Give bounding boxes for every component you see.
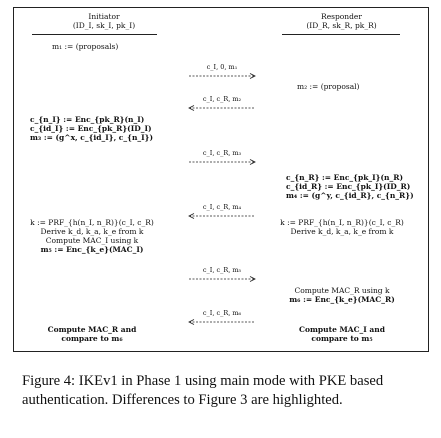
initiator-derive-line-3: Compute MAC_I using k	[45, 236, 139, 245]
m2-definition: m₂ := (proposal)	[297, 82, 360, 91]
arrow-head	[249, 159, 256, 165]
initiator-enc-line-1: c_{n_I} := Enc_{pk_R}(n_I)	[30, 115, 145, 124]
responder-enc-line-1: c_{n_R} := Enc_{pk_I}(n_R)	[286, 173, 404, 182]
figure-caption: Figure 4: IKEv1 in Phase 1 using main mo…	[22, 373, 384, 408]
message-1-arrow	[189, 73, 256, 79]
protocol-diagram-frame: Initiator (ID_I, sk_I, pk_I) Responder (…	[13, 7, 429, 352]
message-2-label: c_I, c_R, m₂	[202, 95, 242, 103]
responder-enc-line-2: c_{id_R} := Enc_{pk_I}(ID_R)	[286, 182, 411, 191]
arrow-head	[188, 213, 195, 219]
message-6-label: c_I, c_R, m₆	[202, 309, 242, 317]
message-3-label: c_I, c_R, m₃	[202, 149, 242, 157]
message-5-arrow	[189, 276, 256, 282]
message-5-label: c_I, c_R, m₅	[202, 266, 242, 274]
responder-identity: (ID_R, sk_R, pk_R)	[306, 21, 377, 30]
responder-derive-line-1: k := PRF_{h(n_I, n_R)}(c_I, c_R)	[280, 218, 404, 227]
message-3-arrow	[189, 159, 256, 165]
initiator-separator	[32, 34, 157, 35]
arrow-head	[188, 105, 195, 111]
initiator-enc-line-2: c_{id_I} := Enc_{pk_R}(ID_I)	[30, 124, 152, 133]
arrow-head	[188, 319, 195, 325]
initiator-final-line-1: Compute MAC_R and	[47, 325, 137, 334]
initiator-identity: (ID_I, sk_I, pk_I)	[72, 21, 136, 30]
initiator-derive-line-1: k := PRF_{h(n_I, n_R)}(c_I, c_R)	[30, 218, 154, 227]
responder-derive-line-2: Derive k_d, k_a, k_e from k	[290, 227, 394, 236]
message-4-label: c_I, c_R, m₄	[202, 203, 242, 211]
arrow-head	[249, 73, 256, 79]
initiator-heading: Initiator	[88, 12, 120, 21]
responder-mac-line-1: Compute MAC_R using k	[294, 286, 390, 295]
responder-final-line-2: compare to m₅	[311, 334, 373, 343]
initiator-enc-line-3: m₃ := (g^x, c_{id_I}, c_{n_I})	[30, 133, 154, 142]
initiator-derive-line-4: m₅ := Enc_{k_e}(MAC_I)	[40, 245, 144, 254]
responder-final-line-1: Compute MAC_I and	[299, 325, 385, 334]
responder-mac-line-2: m₆ := Enc_{k_e}(MAC_R)	[289, 295, 395, 304]
responder-separator	[282, 34, 400, 35]
message-4-arrow	[188, 213, 255, 219]
initiator-final-line-2: compare to m₆	[61, 334, 123, 343]
arrow-head	[249, 276, 256, 282]
m1-definition: m₁ := (proposals)	[52, 42, 119, 51]
message-2-arrow	[188, 105, 255, 111]
initiator-derive-line-2: Derive k_d, k_a, k_e from k	[40, 227, 144, 236]
responder-heading: Responder	[321, 12, 362, 21]
message-6-arrow	[188, 319, 255, 325]
responder-enc-line-3: m₄ := (g^y, c_{id_R}, c_{n_R})	[286, 191, 414, 200]
message-1-label: c_I, 0, m₁	[206, 63, 238, 71]
